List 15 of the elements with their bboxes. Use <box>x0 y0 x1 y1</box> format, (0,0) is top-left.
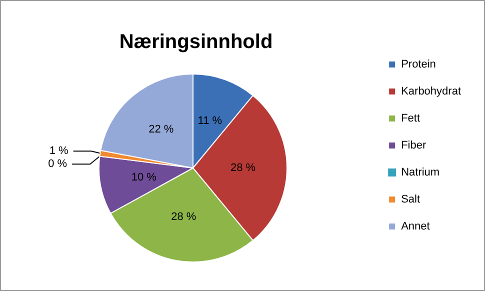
legend-label: Fiber <box>401 140 426 152</box>
legend-label: Fett <box>401 112 420 124</box>
chart-title: Næringsinnhold <box>119 31 273 53</box>
text: 0 % <box>48 158 68 170</box>
data-label: 10 % <box>131 171 157 184</box>
legend-label: Annet <box>401 220 430 232</box>
data-label: 28 % <box>171 211 196 224</box>
legend-label: Salt <box>401 194 420 206</box>
data-label: 22 % <box>148 123 174 136</box>
data-label: 11 % <box>198 114 222 127</box>
data-label: 28 % <box>230 162 256 174</box>
legend-label: Protein <box>401 58 436 70</box>
legend-label: Karbohydrat <box>401 86 462 98</box>
legend-label: Natrium <box>401 166 440 178</box>
data-label: 1 % <box>49 145 69 158</box>
